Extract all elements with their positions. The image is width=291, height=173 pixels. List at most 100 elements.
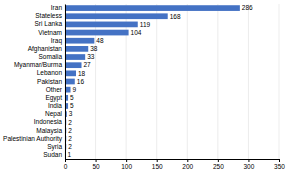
y-tick: Malaysia xyxy=(36,127,62,135)
y-tick: Palestinian Authority xyxy=(3,135,63,143)
y-tick: Nepal xyxy=(45,110,63,118)
data-label: 3 xyxy=(69,110,73,117)
y-tick-label: Other xyxy=(46,86,63,93)
y-tick: Vietnam xyxy=(38,29,62,36)
x-tick-mark xyxy=(157,159,158,162)
x-tick: 150 xyxy=(152,159,163,170)
bar xyxy=(65,22,138,28)
bar xyxy=(65,70,76,76)
data-label: 16 xyxy=(77,78,85,85)
x-tick-mark xyxy=(187,159,188,162)
x-tick-mark xyxy=(218,159,219,162)
data-label: 2 xyxy=(68,127,72,134)
y-axis: SudanSyriaPalestinian AuthorityMalaysia I… xyxy=(3,4,65,159)
x-tick-label: 200 xyxy=(182,163,193,170)
y-tick-label: Sudan xyxy=(43,151,62,158)
y-tick-label: Afghanistan xyxy=(28,45,63,53)
grid xyxy=(65,4,279,159)
y-tick: Syria xyxy=(47,143,62,151)
x-tick-label: 150 xyxy=(152,163,163,170)
data-label: 5 xyxy=(70,102,74,109)
y-tick-label: Pakistan xyxy=(37,78,62,85)
data-label: 2 xyxy=(68,135,72,142)
y-tick-label: Iran xyxy=(51,4,63,11)
data-label: 168 xyxy=(170,13,181,20)
data-label: 27 xyxy=(84,61,92,68)
y-tick: Sudan xyxy=(43,151,62,158)
x-tick: 200 xyxy=(182,159,193,170)
x-tick: 350 xyxy=(274,159,285,170)
x-tick: 300 xyxy=(243,159,254,170)
x-tick: 100 xyxy=(121,159,132,170)
grid-line xyxy=(65,4,66,159)
x-tick-label: 300 xyxy=(243,163,254,170)
bars xyxy=(65,5,240,158)
y-tick: Iran xyxy=(51,4,63,11)
x-tick-label: 0 xyxy=(64,163,68,170)
x-tick-label: 250 xyxy=(213,163,224,170)
y-tick-label: Myanmar/Burma xyxy=(14,61,62,69)
y-tick: Stateless xyxy=(35,12,62,19)
bar xyxy=(65,13,168,19)
x-tick: 250 xyxy=(213,159,224,170)
y-tick-label: Syria xyxy=(47,143,62,151)
x-axis: 0 50 100 150 200 250 300 350 xyxy=(64,159,286,170)
y-tick: Afghanistan xyxy=(28,45,63,53)
chart: 1222235591618273338481041191682860501001… xyxy=(0,0,291,173)
data-labels: 122223559161827333848104119168286 xyxy=(68,4,253,158)
y-tick-label: Nepal xyxy=(45,110,63,118)
grid-line xyxy=(248,4,249,159)
y-tick: Egypt xyxy=(45,94,62,102)
grid-line xyxy=(187,4,188,159)
y-tick: Indonesia xyxy=(34,118,63,125)
bar xyxy=(65,30,129,36)
y-tick: Other xyxy=(46,86,63,93)
y-tick-label: Vietnam xyxy=(38,29,62,36)
x-tick-label: 350 xyxy=(274,163,285,170)
data-label: 48 xyxy=(96,37,104,44)
x-tick-mark xyxy=(279,159,280,162)
y-tick-label: Palestinian Authority xyxy=(3,135,63,143)
x-tick: 50 xyxy=(92,159,100,170)
bar xyxy=(65,5,240,11)
y-tick: Somalia xyxy=(39,53,63,60)
x-tick: 0 xyxy=(64,159,68,170)
data-label: 18 xyxy=(78,70,86,77)
data-label: 1 xyxy=(68,151,72,158)
data-label: 119 xyxy=(140,21,151,28)
y-tick-label: Somalia xyxy=(39,53,63,60)
data-label: 104 xyxy=(131,29,142,36)
bar xyxy=(65,79,75,85)
y-tick-label: Malaysia xyxy=(36,127,62,135)
bar xyxy=(65,54,85,60)
bar xyxy=(65,62,82,68)
data-label: 2 xyxy=(68,143,72,150)
y-tick: Myanmar/Burma xyxy=(14,61,62,69)
y-tick: Pakistan xyxy=(37,78,62,85)
data-label: 5 xyxy=(70,94,74,101)
y-tick: Sri Lanka xyxy=(35,20,63,27)
grid-line xyxy=(217,4,218,159)
y-tick: Iraq xyxy=(51,37,63,45)
x-tick-mark xyxy=(126,159,127,162)
plot: 1222235591618273338481041191682860501001… xyxy=(3,4,285,170)
data-label: 33 xyxy=(87,53,95,60)
x-tick-label: 100 xyxy=(121,163,132,170)
grid-line xyxy=(156,4,157,159)
y-tick-label: Sri Lanka xyxy=(35,20,63,27)
y-tick: Lebanon xyxy=(37,69,63,76)
grid-line xyxy=(279,4,280,159)
data-label: 9 xyxy=(73,86,77,93)
y-tick: India xyxy=(48,102,62,109)
bar xyxy=(65,46,88,52)
data-label: 2 xyxy=(68,119,72,126)
x-tick-label: 50 xyxy=(92,163,100,170)
y-tick-label: Egypt xyxy=(45,94,62,102)
x-tick-mark xyxy=(248,159,249,162)
y-tick-label: Indonesia xyxy=(34,118,63,125)
bar xyxy=(65,38,94,44)
x-tick-mark xyxy=(96,159,97,162)
y-tick-label: Iraq xyxy=(51,37,63,45)
y-tick-label: Stateless xyxy=(35,12,62,19)
y-axis-line xyxy=(65,5,66,160)
